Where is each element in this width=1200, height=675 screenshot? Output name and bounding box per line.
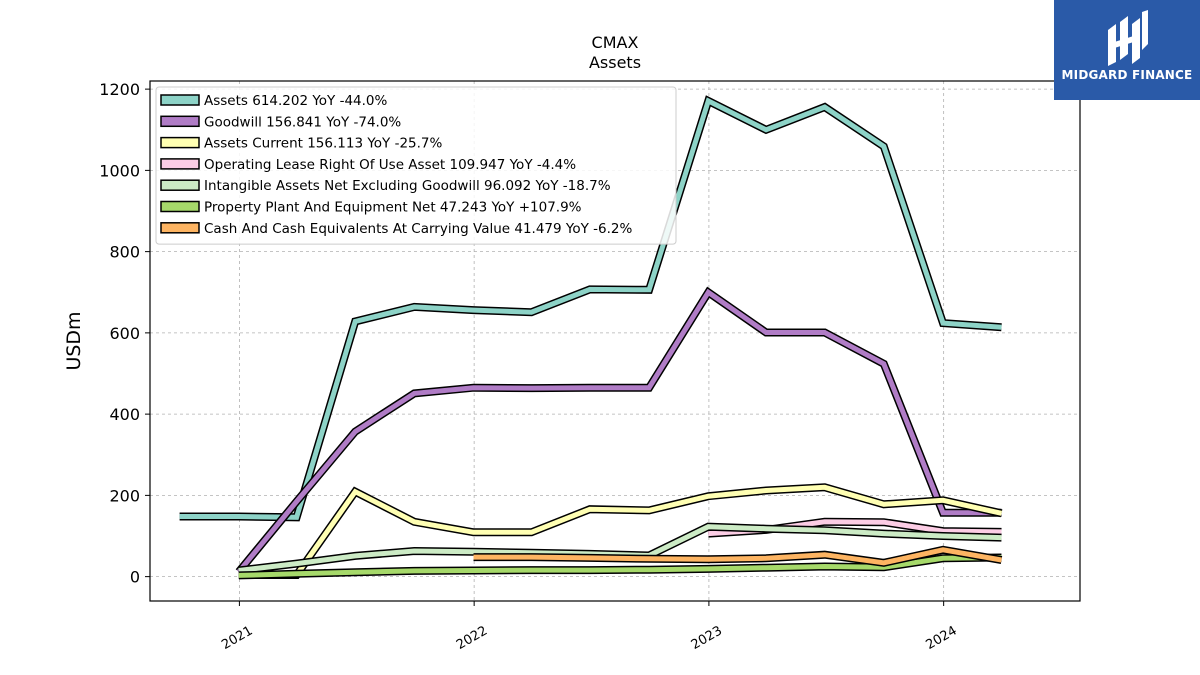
x-tick-label: 2022 [454,623,490,653]
legend-label: Cash And Cash Equivalents At Carrying Va… [204,221,632,237]
y-axis-label: USDm [63,311,85,370]
y-tick-label: 1200 [99,80,140,99]
series-line [473,547,1002,566]
y-tick-label: 800 [109,243,140,262]
legend-label: Operating Lease Right Of Use Asset 109.9… [204,157,576,173]
legend-swatch [160,136,200,149]
y-tick-label: 200 [109,486,140,505]
series-line [179,97,1002,520]
x-tick-label: 2024 [923,623,959,653]
legend-swatch [160,115,200,128]
y-tick-label: 0 [130,568,140,587]
chart-title: CMAX [592,33,639,52]
y-tick-label: 400 [109,405,140,424]
logo-mark-icon [1108,10,1148,66]
plot-frame [149,80,1081,602]
series-line [236,288,1002,574]
x-tick-label: 2021 [219,623,255,653]
series-line [238,555,1002,578]
legend-label: Goodwill 156.841 YoY -74.0% [204,114,401,130]
legend-label: Property Plant And Equipment Net 47.243 … [204,200,582,216]
logo-text: MIDGARD FINANCE [1061,68,1193,82]
y-tick-label: 1000 [99,161,140,180]
legend-swatch [160,94,200,106]
legend: Assets 614.202 YoY -44.0% Goodwill 156.84… [155,86,677,245]
x-tick-label: 2023 [689,623,725,653]
legend-label: Assets Current 156.113 YoY -25.7% [204,136,443,152]
legend-swatch [160,222,200,234]
legend-swatch [160,158,200,170]
midgard-finance-logo: MIDGARD FINANCE [1054,0,1200,100]
legend-label: Intangible Assets Net Excluding Goodwill… [204,178,611,194]
y-tick-label: 600 [109,324,140,343]
chart-subtitle: Assets [589,53,641,72]
legend-swatch [160,200,200,213]
legend-box [155,86,677,245]
legend-label: Assets 614.202 YoY -44.0% [204,93,388,109]
series-lines [179,95,1003,580]
series-line [238,484,1003,578]
legend-swatch [160,179,200,191]
